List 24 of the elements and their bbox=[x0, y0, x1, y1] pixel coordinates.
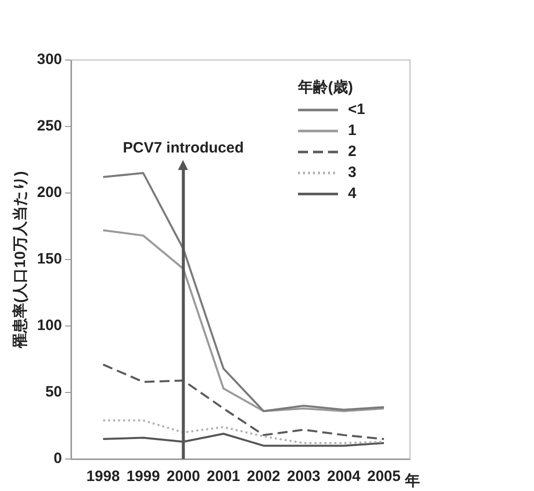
y-tick-label: 300 bbox=[36, 51, 62, 68]
x-tick-label: 2000 bbox=[166, 468, 200, 486]
y-tick-label: 0 bbox=[54, 450, 62, 468]
y-tick-label: 100 bbox=[36, 317, 62, 334]
x-tick-label: 1999 bbox=[126, 468, 160, 486]
y-tick-label: 150 bbox=[36, 250, 62, 268]
legend-label: 3 bbox=[348, 164, 356, 182]
x-tick-label: 2003 bbox=[287, 468, 320, 486]
legend-label: 4 bbox=[348, 185, 357, 202]
y-tick-label: 250 bbox=[36, 118, 62, 135]
ref-line-label: PCV7 introduced bbox=[122, 139, 244, 156]
legend-title: 年齢(歳) bbox=[297, 79, 353, 96]
x-axis-title: 年 bbox=[404, 472, 420, 490]
x-tick-label: 2004 bbox=[327, 468, 362, 486]
x-tick-label: 2002 bbox=[246, 468, 280, 486]
y-axis-title: 罹患率(人口10万人当たり) bbox=[11, 171, 30, 349]
legend-label: 2 bbox=[348, 143, 356, 160]
legend-label: 1 bbox=[348, 122, 356, 140]
x-tick-label: 2001 bbox=[206, 468, 240, 486]
y-tick-label: 50 bbox=[45, 384, 62, 401]
legend-label: <1 bbox=[348, 101, 366, 118]
y-tick-label: 200 bbox=[36, 184, 62, 202]
x-tick-label: 2005 bbox=[367, 468, 401, 486]
x-tick-label: 1998 bbox=[86, 468, 120, 486]
